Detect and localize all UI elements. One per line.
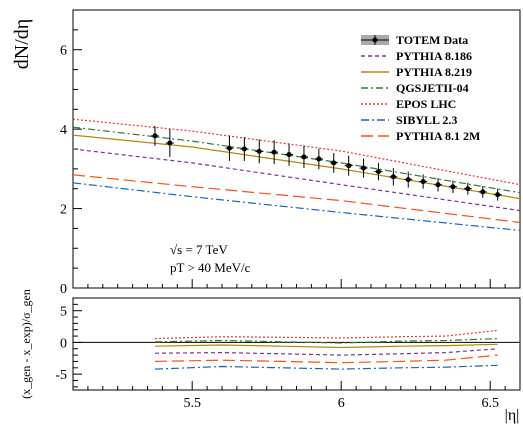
data-point [435, 182, 441, 188]
data-point [375, 169, 381, 175]
bottom-y-axis-label: (x_gen - x_exp)/σ_gen [19, 289, 33, 399]
model-line [72, 134, 521, 200]
data-point [256, 148, 262, 154]
data-point [301, 154, 307, 160]
top-y-ticks: 0 2 4 6 [60, 9, 82, 297]
data-point [271, 149, 277, 155]
data-point [390, 174, 396, 180]
residual-line [154, 343, 498, 349]
x-tick-label: 6.5 [481, 396, 499, 411]
legend-label: EPOS LHC [396, 97, 456, 111]
data-point [152, 133, 158, 139]
annotation-pt-cut: pT > 40 MeV/c [170, 260, 251, 275]
data-point [316, 156, 322, 162]
data-point [241, 146, 247, 152]
y-tick-label: 0 [60, 336, 67, 351]
data-point [405, 177, 411, 183]
data-point [361, 165, 367, 171]
y-tick-label: 2 [60, 203, 67, 218]
top-x-ticks [87, 279, 521, 288]
x-tick-label: 6 [338, 396, 345, 411]
top-data-points [150, 125, 502, 201]
y-tick-label: -5 [55, 368, 67, 383]
bottom-x-ticks: 5.5 6 6.5 [87, 381, 521, 411]
legend-label: SIBYLL 2.3 [396, 113, 457, 127]
legend-data-marker [372, 37, 378, 43]
x-tick-label: 5.5 [183, 396, 201, 411]
data-point [286, 152, 292, 158]
legend-label: PYTHIA 8.219 [396, 65, 472, 79]
model-line [72, 118, 521, 186]
y-tick-label: 4 [60, 123, 67, 138]
y-tick-label: 0 [60, 282, 67, 297]
legend-label: TOTEM Data [396, 33, 468, 47]
residual-line [154, 364, 498, 370]
residual-line [154, 338, 498, 344]
bottom-y-ticks: 5 0 -5 [55, 297, 82, 388]
bottom-model-lines [73, 329, 520, 370]
residual-line [154, 354, 498, 364]
model-line [72, 182, 521, 231]
legend-label: QGSJETII-04 [396, 81, 469, 95]
x-axis-label: |η| [505, 407, 520, 424]
top-y-axis-label: dN/dη [11, 19, 33, 69]
legend-label: PYTHIA 8.186 [396, 49, 472, 63]
legend-label: PYTHIA 8.1 2M [396, 129, 480, 143]
data-point [226, 145, 232, 151]
y-tick-label: 6 [60, 44, 67, 59]
annotation-sqrt-s: √s = 7 TeV [170, 242, 228, 257]
bottom-panel: 5 0 -5 5.5 6 6.5 (x_gen - x_exp)/σ_gen [19, 289, 521, 411]
top-panel: 0 2 4 6 dN/dη √s = 7 TeV pT > 40 MeV/c TOTE… [11, 9, 521, 297]
data-point [480, 189, 486, 195]
top-model-lines [72, 118, 521, 231]
data-point [495, 192, 501, 198]
model-line [72, 174, 521, 224]
model-line [72, 148, 521, 212]
residual-line [154, 348, 498, 356]
data-point [465, 186, 471, 192]
data-point [450, 184, 456, 190]
data-point [167, 140, 173, 146]
y-tick-label: 5 [60, 305, 67, 320]
data-point [331, 160, 337, 166]
data-point [420, 179, 426, 185]
legend: TOTEM Data PYTHIA 8.186 PYTHIA 8.219 QGSJET… [361, 33, 480, 143]
data-point [346, 163, 352, 169]
model-line [72, 126, 521, 194]
